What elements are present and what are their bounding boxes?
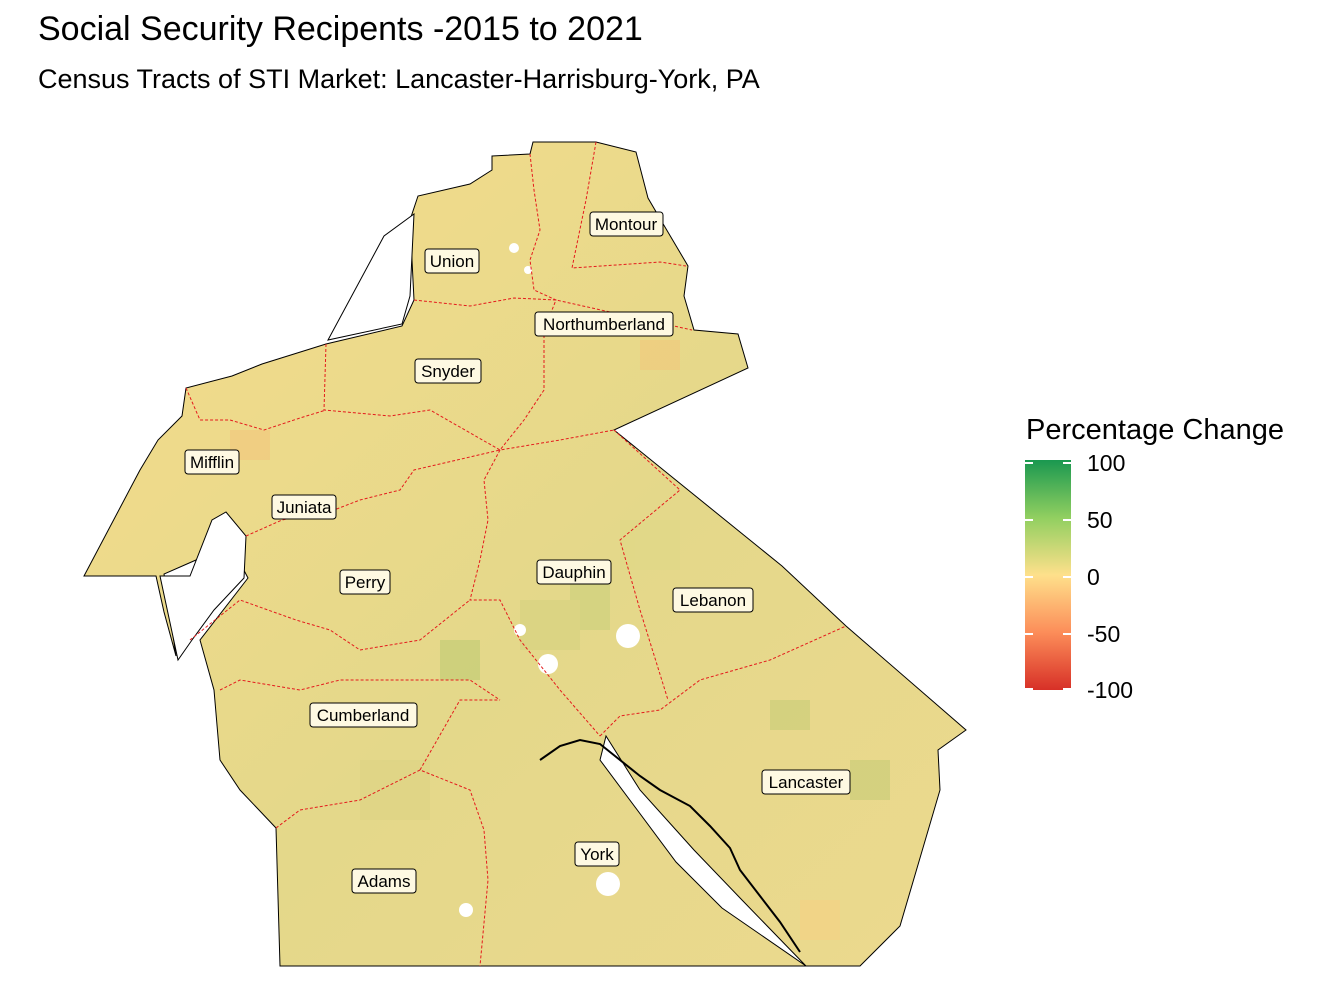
legend-tick-mark (1025, 519, 1033, 521)
county-name: Adams (358, 872, 411, 891)
county-label-cumberland: Cumberland (309, 702, 418, 728)
county-label-snyder: Snyder (414, 358, 482, 384)
county-name: Cumberland (317, 706, 410, 725)
legend-tick-mark (1063, 519, 1071, 521)
county-label-union: Union (424, 248, 480, 274)
county-label-lancaster: Lancaster (761, 769, 851, 795)
county-name: Lebanon (680, 591, 746, 610)
county-name: Snyder (421, 362, 475, 381)
county-name: Lancaster (769, 773, 844, 792)
legend-tick-label: -100 (1087, 677, 1134, 703)
gap-region (327, 212, 415, 341)
county-name: Mifflin (190, 453, 234, 472)
county-name: Juniata (277, 498, 332, 517)
county-label-york: York (574, 841, 620, 867)
county-name: Union (430, 252, 474, 271)
county-label-perry: Perry (339, 569, 391, 595)
county-name: Dauphin (542, 563, 605, 582)
susquehanna-river (539, 738, 801, 953)
legend-tick-mark (1025, 633, 1033, 635)
county-name: Perry (345, 573, 386, 592)
market-area (83, 141, 967, 967)
county-label-lebanon: Lebanon (672, 587, 754, 613)
legend-tick-mark (1063, 688, 1071, 690)
county-borders (185, 141, 847, 967)
legend-tick-mark (1063, 462, 1071, 464)
county-label-montour: Montour (589, 211, 664, 237)
county-name: Montour (595, 215, 658, 234)
county-label-juniata: Juniata (271, 494, 337, 520)
county-label-northumberland: Northumberland (534, 311, 674, 337)
legend-tick-mark (1063, 633, 1071, 635)
legend-color-bar (1025, 460, 1071, 690)
legend-tick-mark (1063, 576, 1071, 578)
legend-tick-mark (1025, 688, 1033, 690)
legend-tick-mark (1025, 462, 1033, 464)
county-label-adams: Adams (351, 868, 417, 894)
map-subtitle: Census Tracts of STI Market: Lancaster-H… (38, 64, 760, 94)
county-name: Northumberland (543, 315, 665, 334)
county-label-dauphin: Dauphin (536, 559, 612, 585)
legend-title: Percentage Change (1026, 414, 1284, 446)
county-label-mifflin: Mifflin (184, 449, 240, 475)
map-title: Social Security Recipents -2015 to 2021 (38, 10, 643, 48)
legend-tick-label: 50 (1087, 507, 1113, 533)
gap-region (159, 511, 247, 662)
legend-tick-label: 0 (1087, 564, 1100, 590)
county-name: York (580, 845, 614, 864)
legend-tick-label: -50 (1087, 621, 1121, 647)
legend-tick-mark (1025, 576, 1033, 578)
legend-tick-label: 100 (1087, 450, 1126, 476)
urban-holes (459, 243, 640, 917)
county-labels: Montour Union Northumberland Snyder Miff… (184, 211, 851, 894)
